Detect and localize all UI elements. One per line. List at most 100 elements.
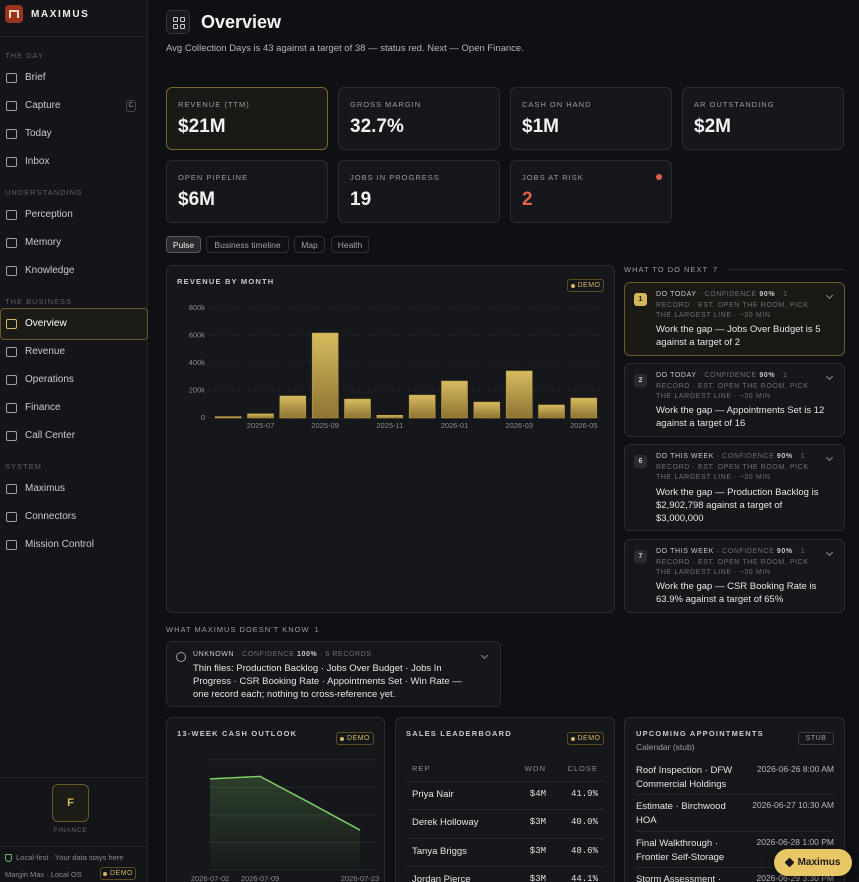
nav-item[interactable]: Maximus bbox=[25, 483, 66, 494]
table-cell: Tanya Briggs bbox=[412, 846, 467, 857]
nav-item[interactable]: Brief bbox=[25, 72, 46, 83]
table-cell: $4M bbox=[529, 789, 546, 799]
privacy-note: Local-first · Your data stays here bbox=[16, 853, 124, 862]
page-icon-cell bbox=[173, 24, 178, 29]
kpi-label: JOBS AT RISK bbox=[522, 173, 584, 182]
nav-item[interactable]: Connectors bbox=[25, 511, 77, 522]
nav-item[interactable]: Revenue bbox=[25, 346, 66, 357]
action-text: Work the gap — Production Backlog is $2,… bbox=[656, 486, 828, 526]
tab-label: Map bbox=[301, 239, 318, 250]
logo-mark bbox=[9, 10, 19, 18]
badge-dot bbox=[340, 736, 344, 741]
row-divider bbox=[636, 867, 834, 868]
card-title: UPCOMING APPOINTMENTS bbox=[636, 729, 764, 738]
action-card[interactable]: 2 DO TODAY · CONFIDENCE 90% · 1 RECORD · … bbox=[624, 363, 845, 437]
appointment-title: Storm Assessment · bbox=[636, 873, 744, 882]
kpi-label: AR OUTSTANDING bbox=[694, 100, 775, 109]
nav-item[interactable]: Perception bbox=[25, 209, 73, 220]
action-text-value: Work the gap — Appointments Set is 12 ag… bbox=[656, 405, 825, 429]
action-number-text: 6 bbox=[638, 458, 643, 465]
appointment-title-text: Final Walkthrough · Frontier Self-Storag… bbox=[636, 838, 725, 863]
action-card[interactable]: 1 DO TODAY · CONFIDENCE 90% · 1 RECORD · … bbox=[624, 282, 845, 356]
action-card[interactable]: 7 DO THIS WEEK · CONFIDENCE 90% · 1 RECOR… bbox=[624, 539, 845, 613]
kpi-value: $6M bbox=[178, 189, 215, 210]
kpi-card: OPEN PIPELINE $6M bbox=[166, 160, 328, 223]
nav-icon bbox=[6, 157, 17, 167]
assistant-button[interactable]: Maximus bbox=[774, 849, 852, 876]
badge-text: DEMO bbox=[347, 735, 370, 742]
action-when: DO TODAY bbox=[656, 291, 697, 298]
unknown-card[interactable]: UNKNOWN · CONFIDENCE 100% · 6 RECORDS Thi… bbox=[166, 641, 501, 707]
nav-item[interactable]: Overview bbox=[25, 318, 67, 329]
badge-dot bbox=[570, 736, 575, 741]
badge: DEMO bbox=[100, 867, 136, 880]
nav-item[interactable]: Finance bbox=[25, 402, 61, 413]
section-title: WHAT TO DO NEXT 7 bbox=[624, 265, 718, 274]
confidence-value: 90% bbox=[776, 548, 793, 555]
badge: DEMO bbox=[336, 732, 374, 745]
tab[interactable]: Health bbox=[331, 236, 369, 253]
nav-item[interactable]: Operations bbox=[25, 374, 74, 385]
nav-icon bbox=[6, 238, 17, 248]
section-title: WHAT MAXIMUS DOESN'T KNOW 1 bbox=[166, 625, 320, 634]
table-cell: $3M bbox=[529, 817, 546, 827]
table-cell: 44.1% bbox=[570, 874, 598, 882]
action-card[interactable]: 6 DO THIS WEEK · CONFIDENCE 90% · 1 RECOR… bbox=[624, 444, 845, 531]
chart-card bbox=[166, 265, 615, 613]
nav-icon bbox=[6, 431, 17, 441]
nav-item[interactable]: Mission Control bbox=[25, 539, 94, 550]
action-when: DO TODAY bbox=[656, 372, 697, 379]
nav-item[interactable]: Today bbox=[25, 128, 52, 139]
confidence-value: 90% bbox=[759, 372, 776, 379]
badge-text: DEMO bbox=[577, 282, 601, 289]
nav-item[interactable]: Capture bbox=[25, 100, 61, 111]
action-text: Work the gap — CSR Booking Rate is 63.9%… bbox=[656, 580, 828, 620]
table-cell: 48.6% bbox=[570, 846, 598, 856]
status-dot bbox=[656, 174, 662, 180]
row-divider bbox=[406, 866, 604, 867]
workspace-avatar[interactable]: F bbox=[52, 784, 89, 822]
section-count: 1 bbox=[314, 625, 320, 634]
kpi-label: REVENUE (TTM) bbox=[178, 100, 250, 109]
appointment-title: Estimate · Birchwood HOA bbox=[636, 800, 744, 830]
appointment-time: 2026-06-27 10:30 AM bbox=[752, 800, 834, 810]
nav-item[interactable]: Call Center bbox=[25, 430, 76, 441]
action-text-value: Work the gap — Production Backlog is $2,… bbox=[656, 487, 819, 524]
action-number: 2 bbox=[634, 374, 647, 387]
unknown-text-value: Thin files: Production Backlog · Jobs Ov… bbox=[193, 663, 462, 700]
chart-title: 13-WEEK CASH OUTLOOK bbox=[177, 729, 298, 738]
page-subtitle: Avg Collection Days is 43 against a targ… bbox=[166, 43, 524, 54]
nav-section-title: THE BUSINESS bbox=[5, 297, 73, 306]
nav-icon bbox=[6, 266, 17, 276]
nav-section-title: UNDERSTANDING bbox=[5, 188, 83, 197]
table-cell: Derek Holloway bbox=[412, 817, 479, 828]
nav-item[interactable]: Knowledge bbox=[25, 265, 75, 276]
nav-item[interactable]: Memory bbox=[25, 237, 62, 248]
kpi-label: OPEN PIPELINE bbox=[178, 173, 249, 182]
page-icon-cell bbox=[180, 24, 185, 29]
action-when: DO THIS WEEK bbox=[656, 453, 715, 460]
tab[interactable]: Map bbox=[294, 236, 325, 253]
shortcut: C bbox=[126, 100, 136, 112]
confidence-value: 90% bbox=[776, 453, 793, 460]
chart-title: REVENUE BY MONTH bbox=[177, 277, 275, 286]
table-cell: Jordan Pierce bbox=[412, 874, 471, 882]
appointment-time: 2026-06-28 1:00 PM bbox=[756, 837, 835, 847]
kpi-value: 19 bbox=[350, 189, 372, 210]
action-detail: · 1 RECORD · EST. OPEN THE ROOM, PICK TH… bbox=[656, 548, 809, 576]
unknown-detail: · 6 RECORDS bbox=[319, 651, 372, 658]
nav-item[interactable]: Inbox bbox=[25, 156, 50, 167]
tab[interactable]: Pulse bbox=[166, 236, 201, 253]
kpi-label: CASH ON HAND bbox=[522, 100, 592, 109]
kpi-value: $1M bbox=[522, 116, 559, 137]
sidebar bbox=[0, 0, 148, 882]
nav-icon bbox=[6, 540, 17, 550]
page-icon bbox=[166, 10, 190, 34]
tab[interactable]: Business timeline bbox=[206, 236, 289, 253]
divider bbox=[728, 269, 845, 270]
version-note: Margin Max · Local OS bbox=[5, 870, 82, 879]
confidence-label: · CONFIDENCE bbox=[699, 372, 757, 379]
nav-icon bbox=[6, 375, 17, 385]
section-title-text: WHAT MAXIMUS DOESN'T KNOW bbox=[166, 625, 310, 634]
